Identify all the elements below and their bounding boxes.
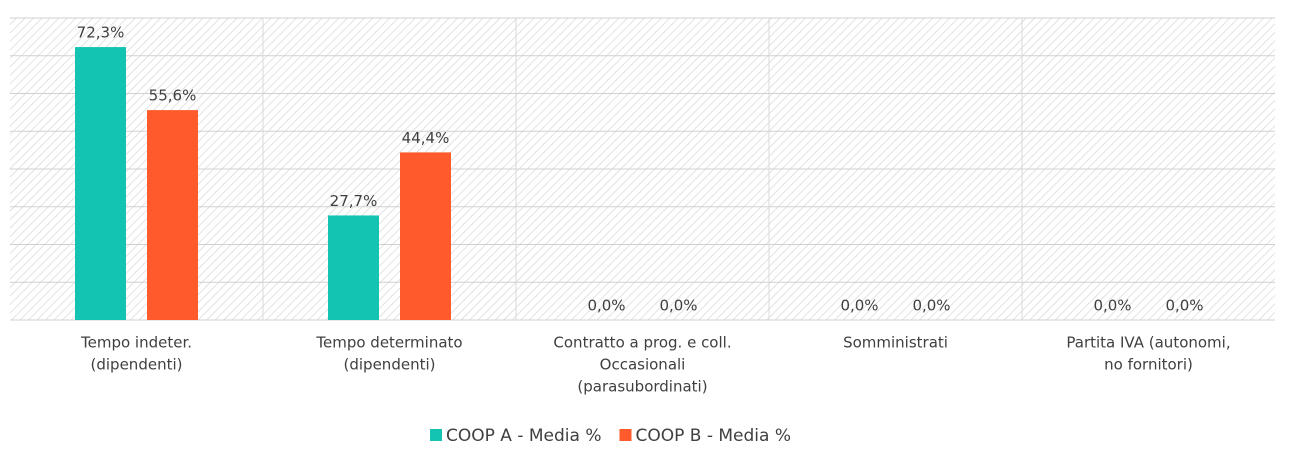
data-label: 55,6% — [149, 87, 197, 105]
x-tick-label: Occasionali — [600, 356, 686, 374]
bar — [400, 152, 451, 320]
x-tick-label: no fornitori) — [1104, 356, 1193, 374]
x-tick-label: Tempo indeter. — [80, 334, 192, 352]
data-label: 0,0% — [659, 297, 697, 315]
x-tick-label: (parasubordinati) — [577, 378, 707, 396]
data-label: 72,3% — [77, 24, 125, 42]
data-label: 0,0% — [840, 297, 878, 315]
data-label: 0,0% — [587, 297, 625, 315]
bar — [75, 47, 126, 320]
x-tick-label: Somministrati — [843, 334, 948, 352]
bar — [147, 110, 198, 320]
legend-label: COOP A - Media % — [446, 426, 601, 445]
bar — [328, 215, 379, 320]
legend-swatch — [619, 429, 632, 441]
data-label: 44,4% — [402, 129, 450, 147]
data-label: 27,7% — [330, 192, 378, 210]
x-tick-label: Tempo determinato — [315, 334, 462, 352]
data-label: 0,0% — [1165, 297, 1203, 315]
x-tick-label: (dipendenti) — [344, 356, 436, 374]
x-tick-label: Partita IVA (autonomi, — [1066, 334, 1230, 352]
x-tick-label: Contratto a prog. e coll. — [553, 334, 731, 352]
data-label: 0,0% — [912, 297, 950, 315]
data-label: 0,0% — [1093, 297, 1131, 315]
legend-label: COOP B - Media % — [635, 426, 791, 445]
x-tick-label: (dipendenti) — [91, 356, 183, 374]
legend-swatch — [430, 429, 442, 441]
